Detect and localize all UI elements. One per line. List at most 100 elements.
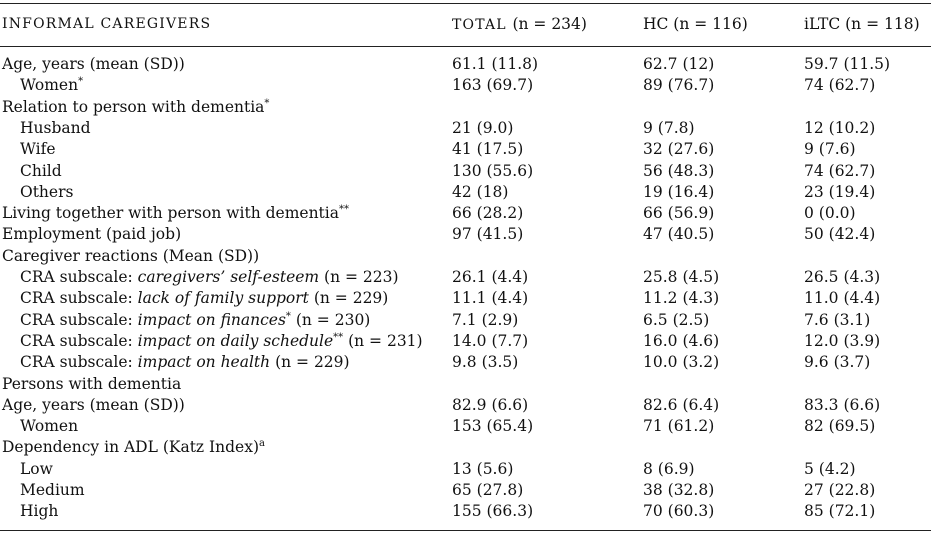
cell-total: 41 (17.5) <box>452 140 524 159</box>
cell-total: 61.1 (11.8) <box>452 55 539 73</box>
row-label-text: Employment (paid job) <box>2 225 182 244</box>
row-label-text: Child <box>20 161 62 180</box>
cell-hc: 47 (40.5) <box>643 225 715 244</box>
row-label: Medium <box>20 480 85 501</box>
row-label-text: Women <box>20 417 79 436</box>
cell-iltc: 26.5 (4.3) <box>804 268 881 286</box>
cell-total: 11.1 (4.4) <box>452 289 529 308</box>
row-label: Living together with person with dementi… <box>2 203 349 224</box>
row-label: Women* <box>20 75 83 96</box>
table-row: CRA subscale: lack of family support (n … <box>0 288 933 309</box>
cell-total: 65 (27.8) <box>452 481 524 499</box>
cell-hc: 8 (6.9) <box>643 459 695 478</box>
row-label-text: Husband <box>20 118 91 137</box>
row-label-text: Caregiver reactions (Mean (SD)) <box>2 246 260 265</box>
table-row: Medium 65 (27.8) 38 (32.8) 27 (22.8) <box>0 480 933 501</box>
row-label-text: CRA subscale: <box>20 331 138 350</box>
cell-iltc: 27 (22.8) <box>804 481 876 499</box>
cell-hc: 10.0 (3.2) <box>643 353 720 372</box>
cell-hc: 62.7 (12) <box>643 55 715 73</box>
row-label-n: (n = 229) <box>308 289 389 308</box>
cell-iltc: 5 (4.2) <box>804 459 856 478</box>
cell-total: 14.0 (7.7) <box>452 331 529 350</box>
table-row: Others 42 (18) 19 (16.4) 23 (19.4) <box>0 182 933 203</box>
table-row: Dependency in ADL (Katz Index)a <box>0 437 933 458</box>
row-label-italic: impact on health <box>137 353 271 372</box>
row-label-text: Dependency in ADL (Katz Index) <box>2 438 260 457</box>
table-row: Living together with person with dementi… <box>0 203 933 224</box>
table-row: Employment (paid job) 97 (41.5) 47 (40.5) 5… <box>0 224 933 245</box>
row-label-n: (n = 231) <box>343 331 423 350</box>
table-header: INFORMAL CAREGIVERS TOTAL (n = 234) HC (… <box>0 14 933 35</box>
cell-total: 26.1 (4.4) <box>452 268 529 286</box>
cell-iltc: 7.6 (3.1) <box>804 310 871 329</box>
table-row: Relation to person with dementia* <box>0 97 933 118</box>
cell-total: 155 (66.3) <box>452 502 534 521</box>
cell-iltc: 74 (62.7) <box>804 161 876 180</box>
cell-hc: 71 (61.2) <box>643 417 715 436</box>
cell-hc: 66 (56.9) <box>643 204 715 223</box>
row-label-text: Wife <box>20 140 56 159</box>
cell-iltc: 85 (72.1) <box>804 502 876 521</box>
bottom-rule <box>0 530 931 531</box>
header-rule <box>0 46 931 47</box>
row-label-text: Age, years (mean (SD)) <box>2 55 185 73</box>
cell-total: 153 (65.4) <box>452 417 534 436</box>
row-label: Age, years (mean (SD)) <box>2 54 185 75</box>
row-label: CRA subscale: impact on health (n = 229) <box>20 352 350 373</box>
row-label-n: (n = 229) <box>270 353 350 372</box>
row-label-italic: caregivers’ self-esteem <box>137 268 320 286</box>
cell-total: 130 (55.6) <box>452 161 534 180</box>
table-row: Wife 41 (17.5) 32 (27.6) 9 (7.6) <box>0 139 933 160</box>
cell-total: 7.1 (2.9) <box>452 310 519 329</box>
table-row: High 155 (66.3) 70 (60.3) 85 (72.1) <box>0 501 933 522</box>
table-row: Husband 21 (9.0) 9 (7.8) 12 (10.2) <box>0 118 933 139</box>
top-rule <box>0 3 931 4</box>
table-row: Age, years (mean (SD)) 82.9 (6.6) 82.6 (6.… <box>0 395 933 416</box>
header-total: TOTAL (n = 234) <box>452 14 587 36</box>
cell-iltc: 23 (19.4) <box>804 182 876 201</box>
table-row: Child 130 (55.6) 56 (48.3) 74 (62.7) <box>0 161 933 182</box>
row-label: Dependency in ADL (Katz Index)a <box>2 437 265 458</box>
cell-hc: 56 (48.3) <box>643 161 715 180</box>
cell-iltc: 12.0 (3.9) <box>804 331 881 350</box>
cell-iltc: 74 (62.7) <box>804 76 876 95</box>
header-hc: HC (n = 116) <box>643 15 748 33</box>
row-label-text: Persons with dementia <box>2 374 182 393</box>
cell-hc: 11.2 (4.3) <box>643 289 720 308</box>
cell-total: 13 (5.6) <box>452 459 514 478</box>
row-label: Persons with dementia <box>2 374 181 395</box>
row-label: Age, years (mean (SD)) <box>2 395 185 416</box>
row-label-text: Medium <box>20 481 85 499</box>
row-label: Relation to person with dementia* <box>2 97 269 118</box>
table-row: Caregiver reactions (Mean (SD)) <box>0 246 933 267</box>
row-label-italic: impact on finances <box>137 310 286 329</box>
cell-iltc: 12 (10.2) <box>804 118 876 137</box>
cell-total: 21 (9.0) <box>452 118 514 137</box>
cell-iltc: 11.0 (4.4) <box>804 289 881 308</box>
row-label-text: Age, years (mean (SD)) <box>2 395 185 414</box>
row-label-n: (n = 230) <box>290 310 371 329</box>
row-label-text: Living together with person with dementi… <box>2 204 339 223</box>
cell-total: 163 (69.7) <box>452 76 534 95</box>
table-row: CRA subscale: impact on health (n = 229)… <box>0 352 933 373</box>
cell-total: 42 (18) <box>452 182 509 201</box>
table-row: Age, years (mean (SD)) 61.1 (11.8) 62.7 (1… <box>0 54 933 75</box>
cell-hc: 38 (32.8) <box>643 481 715 499</box>
table-row: CRA subscale: caregivers’ self-esteem (n… <box>0 267 933 288</box>
table-row: Women 153 (65.4) 71 (61.2) 82 (69.5) <box>0 416 933 437</box>
row-label: Husband <box>20 118 91 139</box>
row-label: Wife <box>20 139 56 160</box>
row-label: Employment (paid job) <box>2 224 181 245</box>
header-total-n: (n = 234) <box>512 15 587 33</box>
row-label: CRA subscale: caregivers’ self-esteem (n… <box>20 267 399 288</box>
row-label-italic: lack of family support <box>137 289 309 308</box>
cell-total: 66 (28.2) <box>452 204 524 223</box>
row-label-text: Relation to person with dementia <box>2 97 265 116</box>
row-label-footnote: * <box>285 310 291 322</box>
row-label: CRA subscale: lack of family support (n … <box>20 288 388 309</box>
row-label: High <box>20 501 58 522</box>
row-label: Caregiver reactions (Mean (SD)) <box>2 246 259 267</box>
row-label-footnote: * <box>264 97 270 109</box>
row-label-text: Women <box>20 76 79 95</box>
